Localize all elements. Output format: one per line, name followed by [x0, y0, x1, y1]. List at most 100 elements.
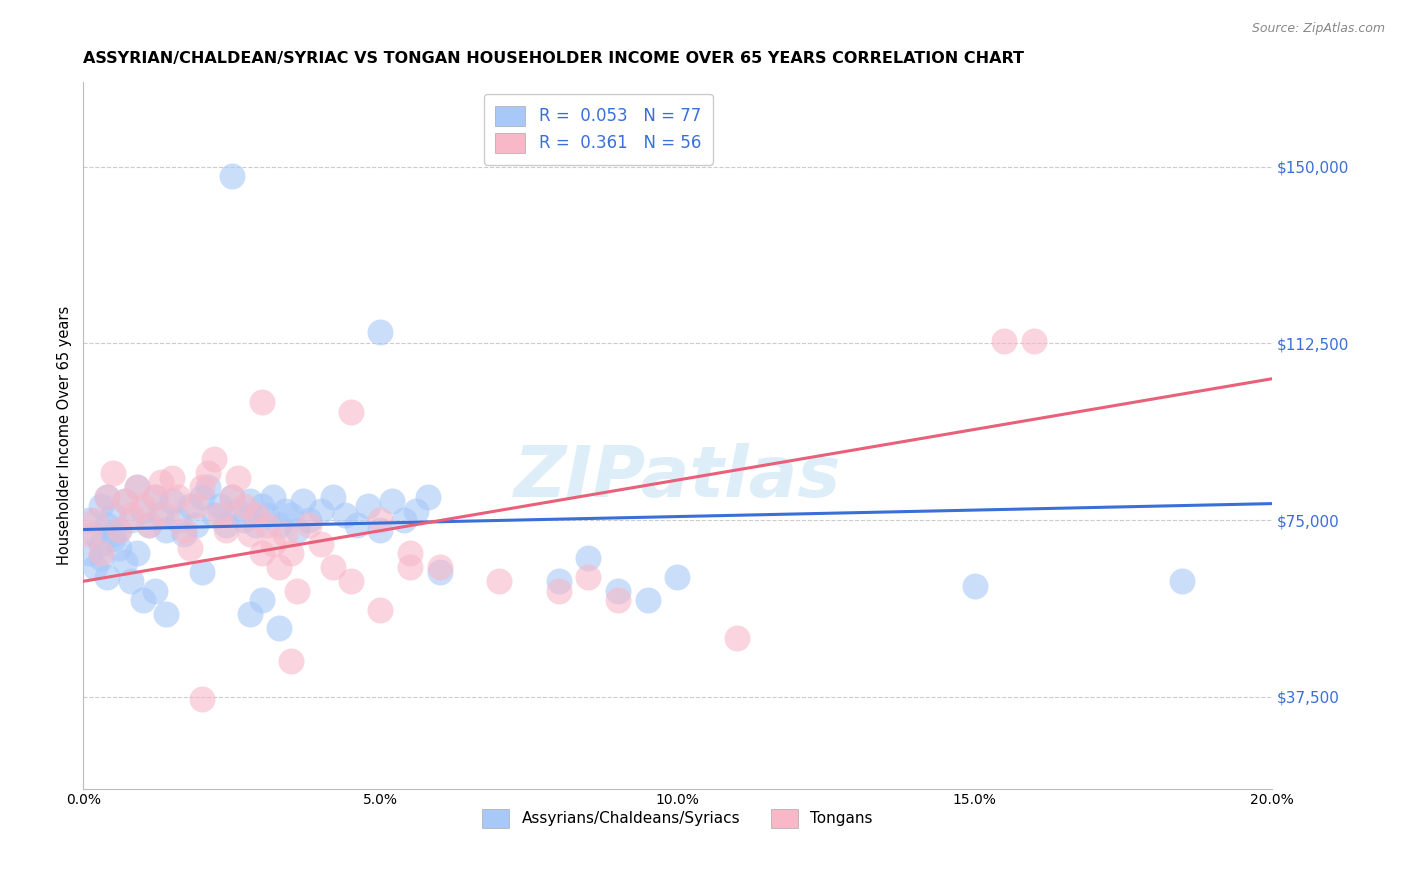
Point	[162, 471, 184, 485]
Point	[173, 527, 195, 541]
Point	[547, 583, 569, 598]
Point	[114, 556, 136, 570]
Point	[96, 490, 118, 504]
Point	[416, 490, 439, 504]
Point	[108, 541, 131, 556]
Point	[346, 517, 368, 532]
Legend: Assyrians/Chaldeans/Syriacs, Tongans: Assyrians/Chaldeans/Syriacs, Tongans	[475, 803, 879, 834]
Point	[1171, 574, 1194, 589]
Point	[607, 593, 630, 607]
Point	[339, 405, 361, 419]
Point	[125, 480, 148, 494]
Point	[405, 504, 427, 518]
Point	[285, 523, 308, 537]
Point	[429, 560, 451, 574]
Point	[725, 631, 748, 645]
Point	[120, 508, 142, 523]
Point	[208, 508, 231, 523]
Point	[77, 527, 100, 541]
Point	[90, 546, 112, 560]
Point	[637, 593, 659, 607]
Point	[547, 574, 569, 589]
Point	[370, 602, 392, 616]
Point	[256, 508, 278, 523]
Point	[399, 560, 422, 574]
Point	[370, 523, 392, 537]
Point	[186, 499, 208, 513]
Point	[963, 579, 986, 593]
Point	[250, 546, 273, 560]
Point	[191, 692, 214, 706]
Point	[101, 508, 124, 523]
Point	[322, 490, 344, 504]
Point	[77, 513, 100, 527]
Point	[250, 593, 273, 607]
Point	[262, 490, 284, 504]
Point	[90, 499, 112, 513]
Y-axis label: Householder Income Over 65 years: Householder Income Over 65 years	[58, 306, 72, 565]
Point	[149, 508, 172, 523]
Point	[138, 517, 160, 532]
Point	[221, 490, 243, 504]
Point	[392, 513, 415, 527]
Point	[381, 494, 404, 508]
Point	[84, 527, 107, 541]
Point	[202, 451, 225, 466]
Point	[114, 494, 136, 508]
Point	[96, 517, 118, 532]
Point	[245, 517, 267, 532]
Point	[90, 550, 112, 565]
Point	[274, 527, 297, 541]
Point	[274, 504, 297, 518]
Point	[357, 499, 380, 513]
Point	[298, 517, 321, 532]
Point	[309, 536, 332, 550]
Point	[232, 499, 254, 513]
Point	[155, 607, 177, 622]
Point	[226, 504, 249, 518]
Point	[120, 513, 142, 527]
Point	[191, 480, 214, 494]
Point	[215, 517, 238, 532]
Point	[162, 494, 184, 508]
Point	[607, 583, 630, 598]
Point	[333, 508, 356, 523]
Point	[429, 565, 451, 579]
Point	[239, 527, 262, 541]
Point	[138, 517, 160, 532]
Point	[285, 583, 308, 598]
Point	[131, 593, 153, 607]
Text: ZIPatlas: ZIPatlas	[513, 443, 841, 512]
Point	[114, 494, 136, 508]
Point	[125, 546, 148, 560]
Point	[370, 325, 392, 339]
Point	[173, 523, 195, 537]
Point	[149, 475, 172, 490]
Point	[143, 490, 166, 504]
Point	[208, 499, 231, 513]
Point	[292, 494, 315, 508]
Point	[84, 513, 107, 527]
Text: ASSYRIAN/CHALDEAN/SYRIAC VS TONGAN HOUSEHOLDER INCOME OVER 65 YEARS CORRELATION : ASSYRIAN/CHALDEAN/SYRIAC VS TONGAN HOUSE…	[83, 51, 1025, 66]
Point	[250, 499, 273, 513]
Point	[488, 574, 510, 589]
Point	[269, 560, 291, 574]
Point	[280, 508, 302, 523]
Point	[221, 490, 243, 504]
Point	[167, 490, 190, 504]
Point	[108, 523, 131, 537]
Text: Source: ZipAtlas.com: Source: ZipAtlas.com	[1251, 22, 1385, 36]
Point	[155, 523, 177, 537]
Point	[399, 546, 422, 560]
Point	[232, 513, 254, 527]
Point	[666, 569, 689, 583]
Point	[167, 513, 190, 527]
Point	[77, 546, 100, 560]
Point	[108, 523, 131, 537]
Point	[191, 565, 214, 579]
Point	[101, 532, 124, 546]
Point	[269, 621, 291, 635]
Point	[239, 494, 262, 508]
Point	[245, 508, 267, 523]
Point	[143, 490, 166, 504]
